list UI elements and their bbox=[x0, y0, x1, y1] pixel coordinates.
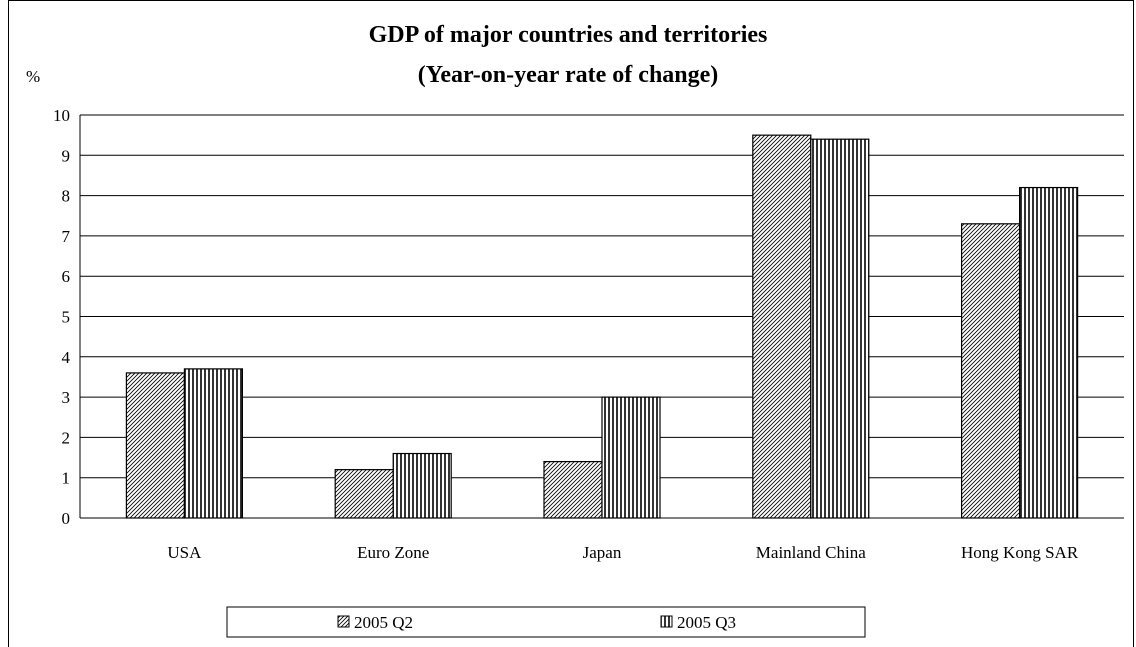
bar-hong-kong-sar-2005-q2 bbox=[960, 223, 1021, 519]
y-tick-label: 10 bbox=[53, 106, 70, 125]
y-tick-label: 0 bbox=[62, 509, 71, 528]
legend-label: 2005 Q2 bbox=[354, 613, 413, 632]
x-category-label: USA bbox=[167, 543, 202, 562]
bar-usa-2005-q2 bbox=[125, 372, 186, 519]
y-tick-label: 4 bbox=[62, 348, 71, 367]
chart-frame bbox=[8, 0, 1134, 647]
y-tick-label: 1 bbox=[62, 469, 71, 488]
chart-subtitle: (Year-on-year rate of change) bbox=[418, 62, 719, 88]
x-category-label: Euro Zone bbox=[357, 543, 429, 562]
chart-title: GDP of major countries and territories bbox=[369, 22, 768, 48]
y-tick-label: 8 bbox=[62, 187, 71, 206]
bars bbox=[125, 134, 1079, 519]
x-category-label: Japan bbox=[583, 543, 622, 562]
bar-usa-2005-q3 bbox=[183, 368, 243, 519]
y-tick-label: 7 bbox=[62, 227, 71, 246]
y-tick-labels: 0 1 2 3 4 5 6 7 8 9 10 bbox=[53, 106, 71, 528]
legend-swatch bbox=[660, 615, 673, 628]
x-category-label: Hong Kong SAR bbox=[961, 543, 1079, 562]
bar-japan-2005-q3 bbox=[601, 396, 661, 519]
legend: 2005 Q2 2005 Q3 bbox=[226, 606, 866, 638]
legend-swatch bbox=[337, 615, 350, 628]
legend-label: 2005 Q3 bbox=[677, 613, 736, 632]
bar-mainland-china-2005-q2 bbox=[752, 134, 812, 519]
legend-box bbox=[226, 606, 866, 638]
x-category-label: Mainland China bbox=[756, 543, 866, 562]
category-labels: USA Euro Zone Japan Mainland China Hong Kong… bbox=[167, 543, 1078, 562]
y-tick-label: 9 bbox=[62, 146, 71, 165]
bar-japan-2005-q2 bbox=[543, 460, 603, 519]
y-tick-label: 6 bbox=[62, 267, 71, 286]
bar-mainland-china-2005-q3 bbox=[810, 138, 870, 519]
bar-hong-kong-sar-2005-q3 bbox=[1018, 186, 1079, 519]
y-tick-label: 2 bbox=[62, 428, 71, 447]
y-tick-label: 3 bbox=[62, 388, 71, 407]
y-tick-label: 5 bbox=[62, 308, 71, 327]
bar-euro-zone-2005-q3 bbox=[392, 452, 452, 519]
y-axis-unit-label: % bbox=[26, 67, 40, 86]
bar-euro-zone-2005-q2 bbox=[334, 469, 394, 519]
